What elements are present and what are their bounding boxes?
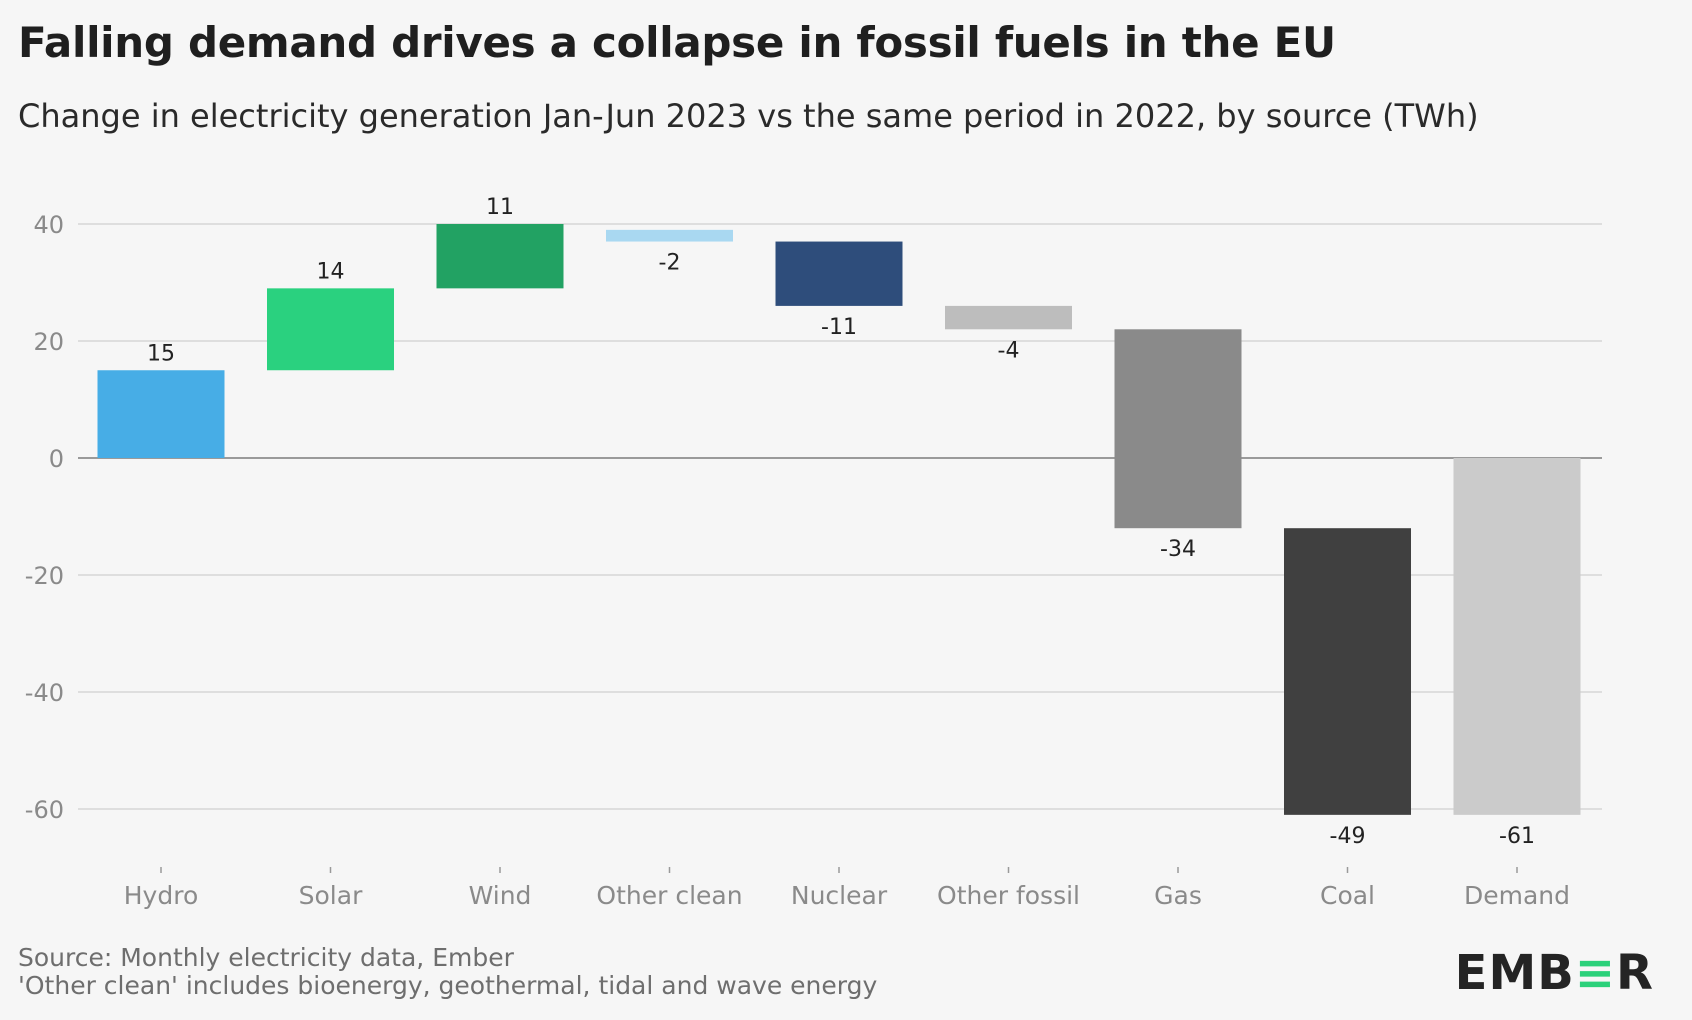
- x-tick-label: Gas: [1154, 881, 1202, 910]
- bar-hydro: [97, 370, 225, 458]
- bar-demand: [1453, 458, 1581, 815]
- bar-wind: [436, 224, 564, 289]
- y-tick-label: -60: [25, 796, 64, 824]
- data-label: -4: [998, 338, 1020, 363]
- data-label: -11: [821, 315, 857, 340]
- data-label: -61: [1499, 824, 1535, 849]
- x-tick-label: Other clean: [596, 881, 742, 910]
- source-note: Source: Monthly electricity data, Ember: [18, 943, 514, 972]
- chart-subtitle: Change in electricity generation Jan-Jun…: [18, 97, 1479, 135]
- waterfall-chart: 40 20 0 -20 -40 -60 15 Hydro 14 Solar 11 Wind -2 Othe…: [25, 195, 1602, 910]
- footer: Source: Monthly electricity data, Ember …: [18, 944, 877, 1000]
- logo-text-1: EMB: [1454, 945, 1575, 1001]
- data-label: -2: [659, 251, 681, 276]
- bar-coal: [1284, 528, 1411, 815]
- chart-title: Falling demand drives a collapse in foss…: [18, 18, 1336, 67]
- bar-gas: [1114, 329, 1242, 529]
- x-tick-label: Demand: [1464, 881, 1570, 910]
- y-tick-label: 20: [33, 328, 64, 356]
- data-label: 11: [486, 195, 514, 220]
- x-tick-label: Other fossil: [937, 881, 1080, 910]
- y-tick-label: -20: [25, 562, 64, 590]
- data-label: 15: [147, 341, 175, 366]
- other-clean-note: 'Other clean' includes bioenergy, geothe…: [18, 971, 878, 1000]
- y-tick-label: -40: [25, 679, 64, 707]
- x-tick-label: Hydro: [124, 881, 199, 910]
- bar-other-clean: [606, 229, 733, 242]
- x-tick-label: Wind: [469, 881, 532, 910]
- x-tick-label: Coal: [1320, 881, 1375, 910]
- data-label: -49: [1330, 824, 1366, 849]
- y-tick-label: 40: [33, 211, 64, 239]
- data-label: -34: [1160, 537, 1196, 562]
- data-label: 14: [317, 259, 345, 284]
- logo-text-2: R: [1616, 945, 1654, 1001]
- bar-solar: [267, 288, 394, 371]
- bar-nuclear: [775, 241, 903, 306]
- x-tick-label: Nuclear: [791, 881, 888, 910]
- ember-logo: EMB≡R: [1455, 945, 1654, 1001]
- x-tick-label: Solar: [299, 881, 363, 910]
- bar-other-fossil: [945, 305, 1072, 330]
- logo-e-icon: ≡: [1574, 945, 1617, 1001]
- y-tick-label: 0: [49, 445, 64, 473]
